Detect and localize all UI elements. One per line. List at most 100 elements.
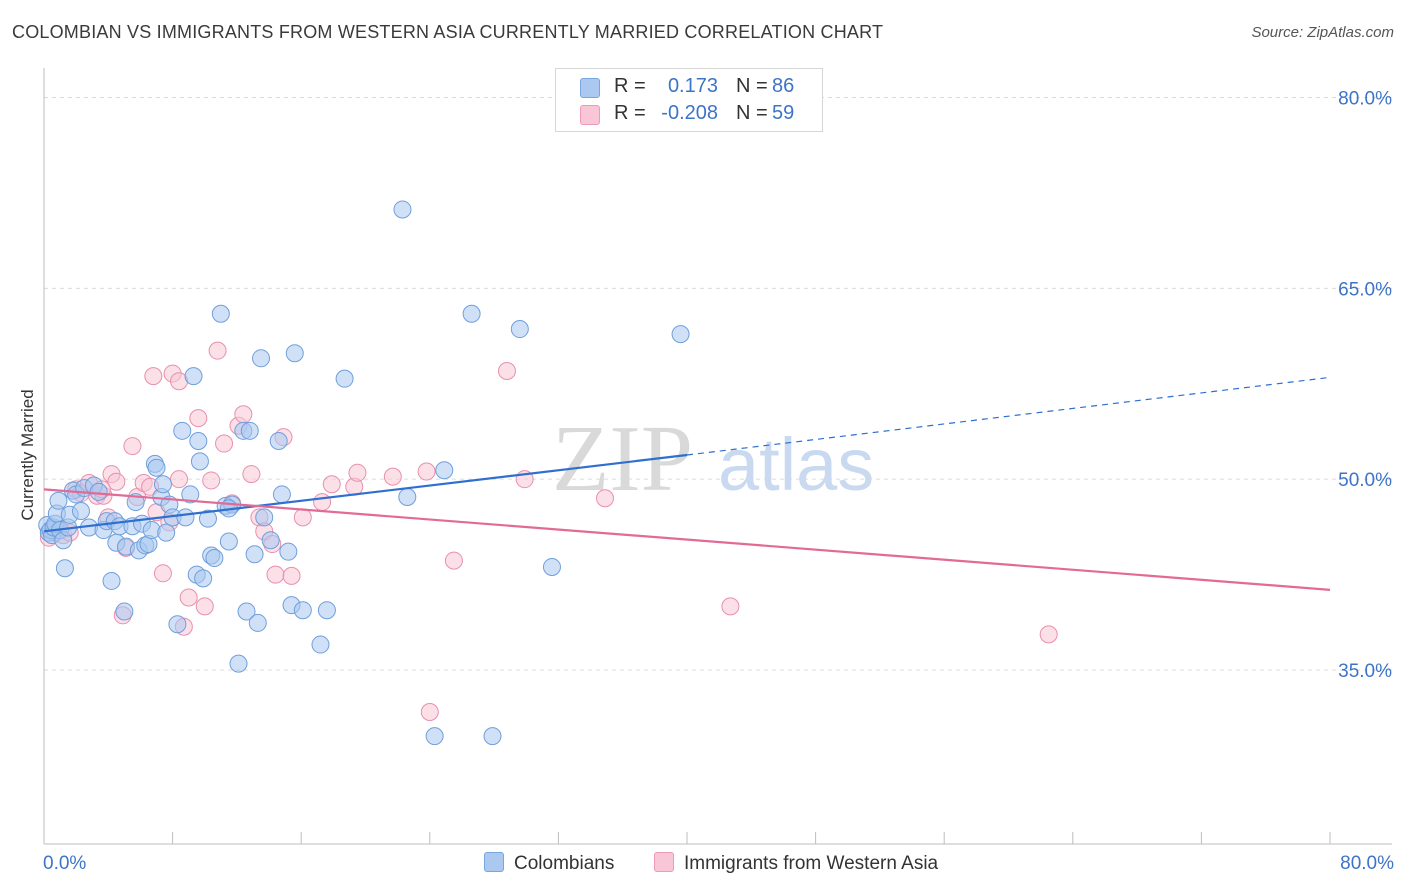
data-point xyxy=(248,613,267,632)
y-tick-label: 65.0% xyxy=(1338,279,1392,300)
data-point xyxy=(215,434,234,453)
series-immigrants-points xyxy=(39,341,1058,721)
data-point xyxy=(393,200,412,219)
data-point xyxy=(269,432,288,450)
data-point xyxy=(510,320,529,339)
data-point xyxy=(272,485,291,504)
data-point xyxy=(497,362,516,381)
data-point xyxy=(229,654,248,673)
data-point xyxy=(179,588,198,607)
y-tick-labels: 80.0% 65.0% 50.0% 35.0% xyxy=(1338,89,1392,683)
data-point xyxy=(189,409,208,428)
data-point xyxy=(417,462,436,481)
legend-label-colombians: Colombians xyxy=(514,853,615,874)
data-point xyxy=(483,727,502,746)
data-point xyxy=(157,523,176,542)
data-point xyxy=(170,470,189,489)
y-tick-label: 50.0% xyxy=(1338,470,1392,491)
legend-n-label: N = xyxy=(736,75,768,97)
data-point xyxy=(322,475,341,494)
series-legend: Colombians Immigrants from Western Asia xyxy=(0,852,1406,878)
data-point xyxy=(71,501,90,520)
legend-swatch-pink xyxy=(580,105,600,125)
data-point xyxy=(671,325,690,344)
data-point xyxy=(279,542,298,561)
data-point xyxy=(153,475,172,494)
data-point xyxy=(194,569,213,588)
legend-n-value: 86 xyxy=(772,75,795,97)
data-point xyxy=(293,508,312,527)
data-point xyxy=(147,458,166,477)
data-point xyxy=(252,349,271,368)
legend-swatch-colombians xyxy=(484,852,504,872)
data-point xyxy=(123,437,142,456)
data-point xyxy=(102,571,121,590)
data-point xyxy=(202,471,221,490)
data-point xyxy=(542,557,561,576)
x-tick-label-min: 0.0% xyxy=(43,853,87,874)
data-point xyxy=(173,421,192,440)
data-point xyxy=(181,485,200,504)
data-point xyxy=(49,491,68,510)
trend-line-colombians xyxy=(43,453,688,533)
data-point xyxy=(195,597,214,616)
data-point xyxy=(153,564,172,583)
data-point xyxy=(55,559,74,578)
data-point xyxy=(420,702,439,721)
data-point xyxy=(176,508,195,527)
data-point xyxy=(398,487,417,506)
data-point xyxy=(168,615,187,634)
data-point xyxy=(234,405,253,424)
data-point xyxy=(462,304,481,323)
data-point xyxy=(348,463,367,482)
data-point xyxy=(425,727,444,746)
legend-r-label: R = xyxy=(614,102,646,124)
data-point xyxy=(266,565,285,584)
trend-lines xyxy=(43,376,1331,591)
trend-line-immigrants xyxy=(43,488,1331,591)
data-point xyxy=(184,367,203,386)
axes xyxy=(43,68,1392,845)
data-point xyxy=(219,532,238,551)
y-tick-label: 35.0% xyxy=(1338,661,1392,682)
data-point xyxy=(89,482,108,501)
data-point xyxy=(240,421,259,440)
chart-title: COLOMBIAN VS IMMIGRANTS FROM WESTERN ASI… xyxy=(12,22,884,42)
data-point xyxy=(721,597,740,616)
data-point xyxy=(245,545,264,564)
data-point xyxy=(1039,625,1058,644)
legend-n-label: N = xyxy=(736,102,768,124)
data-point xyxy=(261,531,280,550)
data-point xyxy=(317,601,336,620)
data-point xyxy=(255,508,274,527)
y-tick-label: 80.0% xyxy=(1338,89,1392,110)
watermark: ZIP atlas xyxy=(552,407,874,511)
watermark-atlas: atlas xyxy=(718,423,874,506)
legend-label-immigrants: Immigrants from Western Asia xyxy=(684,853,939,874)
data-point xyxy=(313,493,332,512)
data-point xyxy=(435,461,454,480)
grid-lines xyxy=(44,97,1392,671)
data-point xyxy=(190,452,209,471)
data-point xyxy=(205,549,224,568)
legend-r-value: -0.208 xyxy=(661,102,718,124)
trend-line-colombians-extension xyxy=(686,376,1331,456)
data-point xyxy=(311,635,330,654)
data-point xyxy=(335,369,354,388)
data-point xyxy=(144,367,163,386)
data-point xyxy=(198,509,217,528)
legend-n-value: 59 xyxy=(772,102,795,124)
data-point xyxy=(237,602,256,621)
data-point xyxy=(242,465,261,484)
correlation-legend: R = 0.173 N = 86 R = -0.208 N = 59 xyxy=(555,68,823,132)
legend-swatch-immigrants xyxy=(654,852,674,872)
data-point xyxy=(285,344,304,363)
data-point xyxy=(444,551,463,570)
data-point xyxy=(293,601,312,620)
legend-item-colombians: Colombians xyxy=(484,852,614,875)
data-point xyxy=(107,472,126,491)
data-point xyxy=(211,304,230,323)
data-point xyxy=(282,566,301,585)
data-point xyxy=(596,489,615,508)
